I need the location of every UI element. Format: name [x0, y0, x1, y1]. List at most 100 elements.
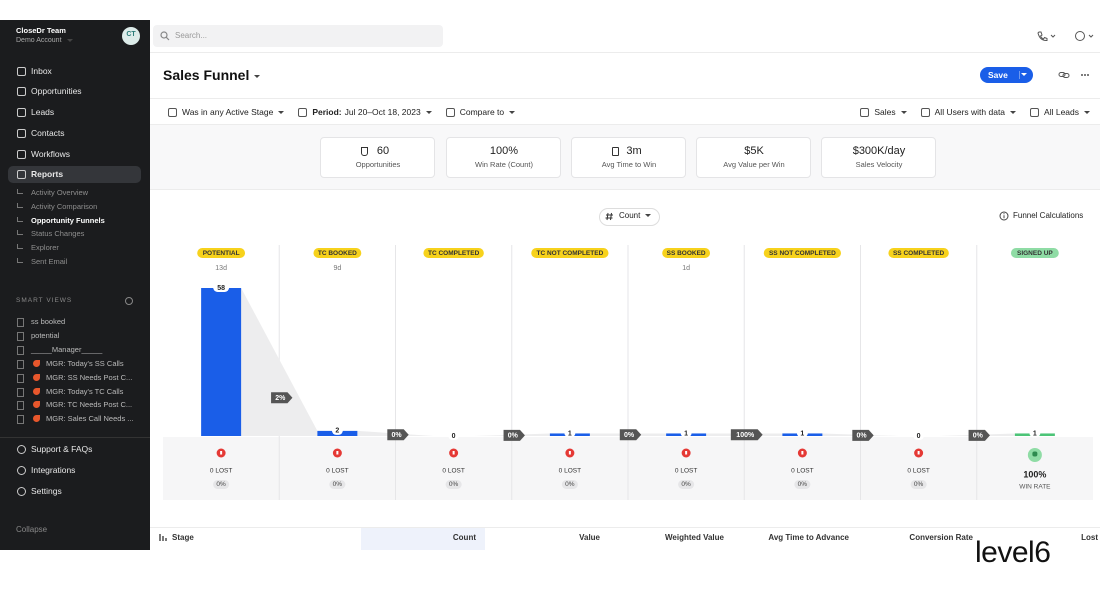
nav-item[interactable]: Reports [31, 169, 64, 179]
column-header[interactable]: Lost [1081, 533, 1098, 542]
lost-rate-pill [329, 480, 346, 489]
lost-rate-pill [794, 480, 811, 489]
nav-item[interactable]: Contacts [31, 128, 65, 138]
count-pill [1029, 428, 1041, 438]
conversion-rate: 2% [275, 395, 286, 402]
conversion-rate: 0% [391, 432, 402, 439]
kpi-icon [361, 147, 368, 156]
column-header[interactable]: Stage [172, 533, 194, 542]
smart-view[interactable]: MGR: SS Needs Post C... [46, 372, 133, 382]
smart-view[interactable]: ss booked [31, 317, 66, 326]
nav-item[interactable]: Integrations [31, 465, 76, 475]
smart-view[interactable]: MGR: Today's TC Calls [46, 386, 124, 396]
filter-row: Sales All Users with data All Leads [860, 105, 1090, 119]
conversion-rate: 0% [973, 433, 984, 440]
smart-view[interactable]: MGR: TC Needs Post C... [46, 400, 133, 410]
stage-name: SIGNED UP [1017, 250, 1053, 257]
brand-logo: level6 [975, 536, 1051, 569]
nav-item[interactable]: Workflows [31, 149, 71, 159]
conversion-rate: 100% [736, 432, 755, 439]
top-icons[interactable] [1036, 30, 1096, 42]
lost-count: 0 LOST [675, 468, 697, 475]
nav-item[interactable]: Opportunities [31, 86, 82, 96]
view-icon [17, 415, 24, 425]
save-split [1019, 71, 1020, 79]
submenu-item[interactable]: Status Changes [31, 229, 85, 239]
stage-name: SS NOT COMPLETED [769, 250, 836, 257]
conversion-tag [619, 429, 642, 441]
kpi-card [821, 137, 936, 178]
view-icon [17, 359, 24, 369]
conversion-rate: 0% [856, 433, 867, 440]
submenu-arrow [17, 216, 23, 222]
count-label: 1 [684, 430, 688, 437]
nav-item[interactable]: Inbox [31, 66, 52, 76]
column-header[interactable]: Weighted Value [665, 533, 724, 542]
submenu-arrow [17, 244, 23, 250]
search-box[interactable] [153, 25, 443, 47]
count-label: 58 [217, 285, 225, 292]
section-title: SMART VIEWS [16, 297, 73, 304]
submenu-item[interactable]: Sent Email [31, 257, 68, 266]
view-icon [17, 401, 24, 411]
smart-view[interactable]: MGR: Today's SS Calls [46, 358, 124, 368]
stage-pill [423, 248, 484, 258]
filter[interactable]: Was in any Active Stage [168, 107, 284, 118]
page-title: Sales Funnel [163, 68, 260, 82]
count-label: 0 [452, 433, 456, 440]
kpi-value: 60 [376, 145, 390, 157]
nav-icon [17, 466, 26, 475]
filter-icon [168, 108, 177, 118]
stage-pill [662, 248, 711, 258]
smart-view[interactable]: _____Manager_____ [31, 344, 103, 354]
stage-pill [888, 248, 949, 258]
view-icon [17, 345, 24, 355]
win-rate: 100% [1023, 469, 1046, 479]
kpi-label: Avg Value per Win [723, 160, 785, 169]
view-icon [17, 373, 24, 383]
stage-time: 1d [682, 265, 690, 272]
header-icons[interactable] [1058, 69, 1094, 81]
view-icon [17, 387, 24, 397]
lost-rate: 0% [216, 481, 226, 488]
count-label: 1 [1033, 430, 1037, 437]
kpi-card [571, 137, 686, 178]
metric-label[interactable]: Count [619, 210, 651, 222]
filter[interactable]: All Users with data [920, 107, 1016, 118]
submenu-item[interactable]: Activity Overview [31, 188, 89, 197]
column-header[interactable]: Value [579, 533, 600, 542]
nav-icon [17, 108, 26, 117]
smart-view[interactable]: potential [31, 330, 60, 340]
save-label[interactable]: Save [988, 70, 1008, 80]
column-header[interactable]: Conversion Rate [909, 533, 973, 542]
column-header[interactable]: Avg Time to Advance [768, 533, 849, 542]
submenu-arrow [17, 202, 23, 208]
count-label: 0 [917, 433, 921, 440]
nav-item[interactable]: Settings [31, 486, 62, 496]
filter[interactable]: Compare to [445, 107, 515, 118]
column-header[interactable]: Count [452, 533, 476, 542]
lost-rate-pill [678, 480, 695, 489]
smart-view[interactable]: MGR: Sales Call Needs ... [46, 414, 134, 424]
stage-pill [1010, 248, 1059, 258]
lost-rate: 0% [681, 481, 691, 488]
submenu-item[interactable]: Activity Comparison [31, 201, 98, 211]
collapse-button[interactable]: Collapse [16, 525, 48, 534]
count-label: 2 [335, 428, 339, 435]
stage-pill [763, 248, 841, 258]
stage-pill [531, 248, 609, 258]
submenu-item[interactable]: Opportunity Funnels [31, 215, 105, 225]
nav-item[interactable]: Support & FAQs [31, 444, 93, 454]
filter[interactable]: All Leads [1030, 107, 1090, 118]
divider [150, 98, 1100, 99]
lost-count: 0 LOST [210, 468, 232, 475]
calculations-link[interactable]: Funnel Calculations [1013, 211, 1084, 220]
avatar-initials: CT [126, 31, 136, 38]
submenu-item[interactable]: Explorer [31, 243, 59, 253]
filter[interactable]: Sales [860, 107, 906, 118]
avatar [122, 27, 140, 45]
filter-text: Period: [312, 106, 342, 117]
filter[interactable]: Period: Jul 20–Oct 18, 2023 [298, 106, 431, 118]
table-icon [159, 534, 167, 541]
nav-item[interactable]: Leads [31, 107, 55, 117]
